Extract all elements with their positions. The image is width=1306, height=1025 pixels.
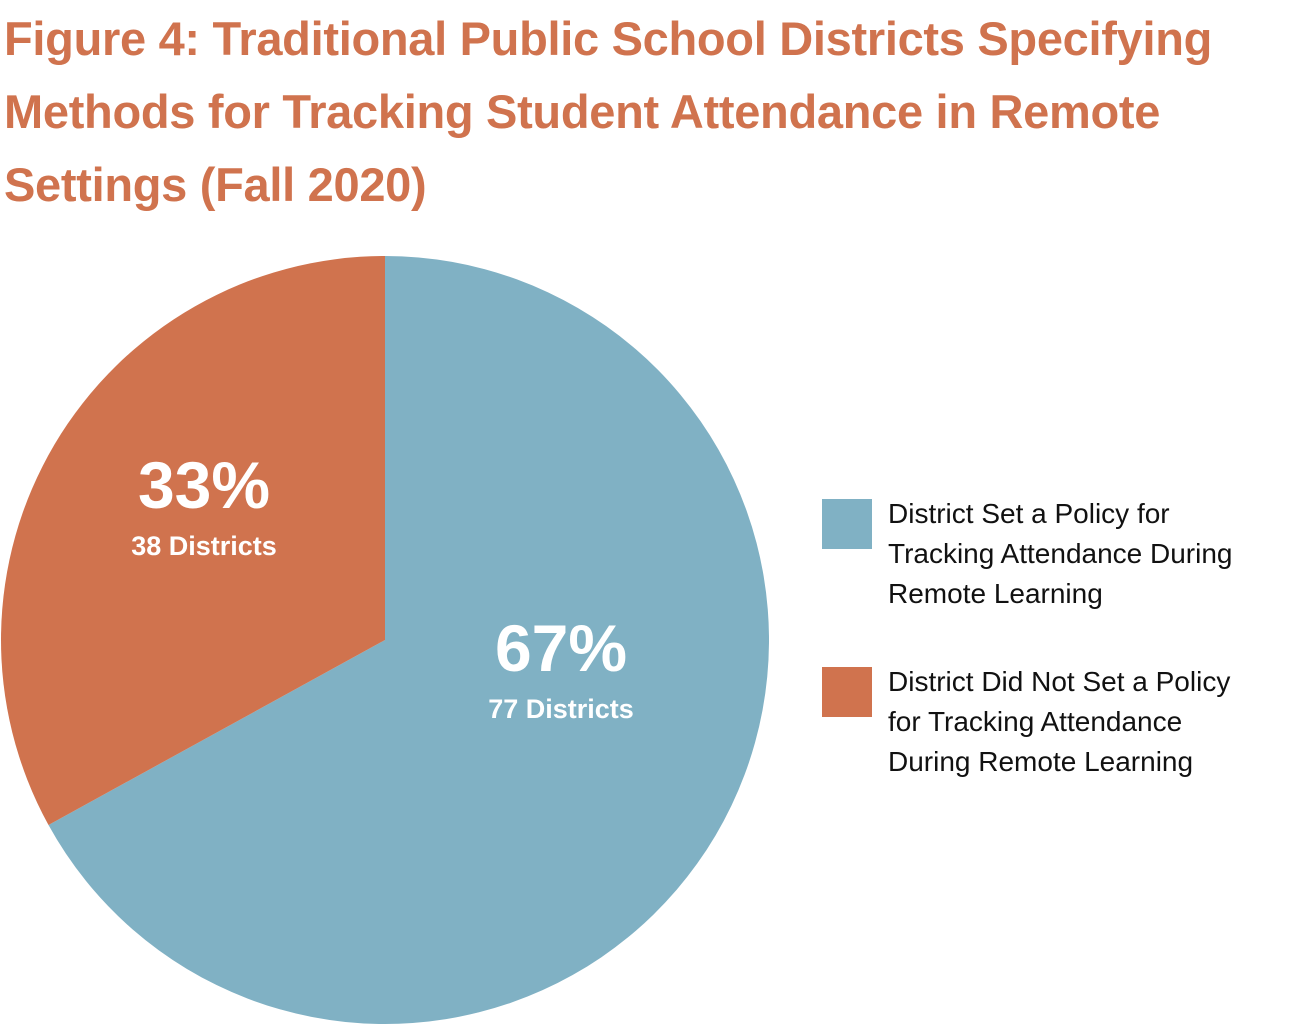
pie-labels: 67% 77 Districts 33% 38 Districts (131, 448, 634, 724)
pie-chart: 67% 77 Districts 33% 38 Districts (1, 256, 770, 1025)
slice-count-label-policy-set: 77 Districts (488, 694, 634, 724)
legend-item-no-policy: District Did Not Set a Policy for Tracki… (822, 662, 1292, 782)
legend-label-no-policy: District Did Not Set a Policy for Tracki… (888, 666, 1231, 777)
legend: District Set a Policy for Tracking Atten… (822, 494, 1292, 830)
chart-title: Figure 4: Traditional Public School Dist… (4, 12, 1213, 211)
slice-count-label-no-policy: 38 Districts (131, 531, 277, 561)
legend-swatch-no-policy (822, 667, 872, 717)
pie-slices (1, 256, 770, 1025)
pie-slice-policy-set (48, 256, 770, 1025)
slice-percent-label-policy-set: 67% (495, 611, 627, 685)
legend-swatch-policy-set (822, 499, 872, 549)
pie-slice-no-policy (1, 256, 385, 825)
slice-percent-label-no-policy: 33% (138, 448, 270, 522)
legend-label-policy-set: District Set a Policy for Tracking Atten… (888, 498, 1233, 609)
legend-item-policy-set: District Set a Policy for Tracking Atten… (822, 494, 1292, 614)
